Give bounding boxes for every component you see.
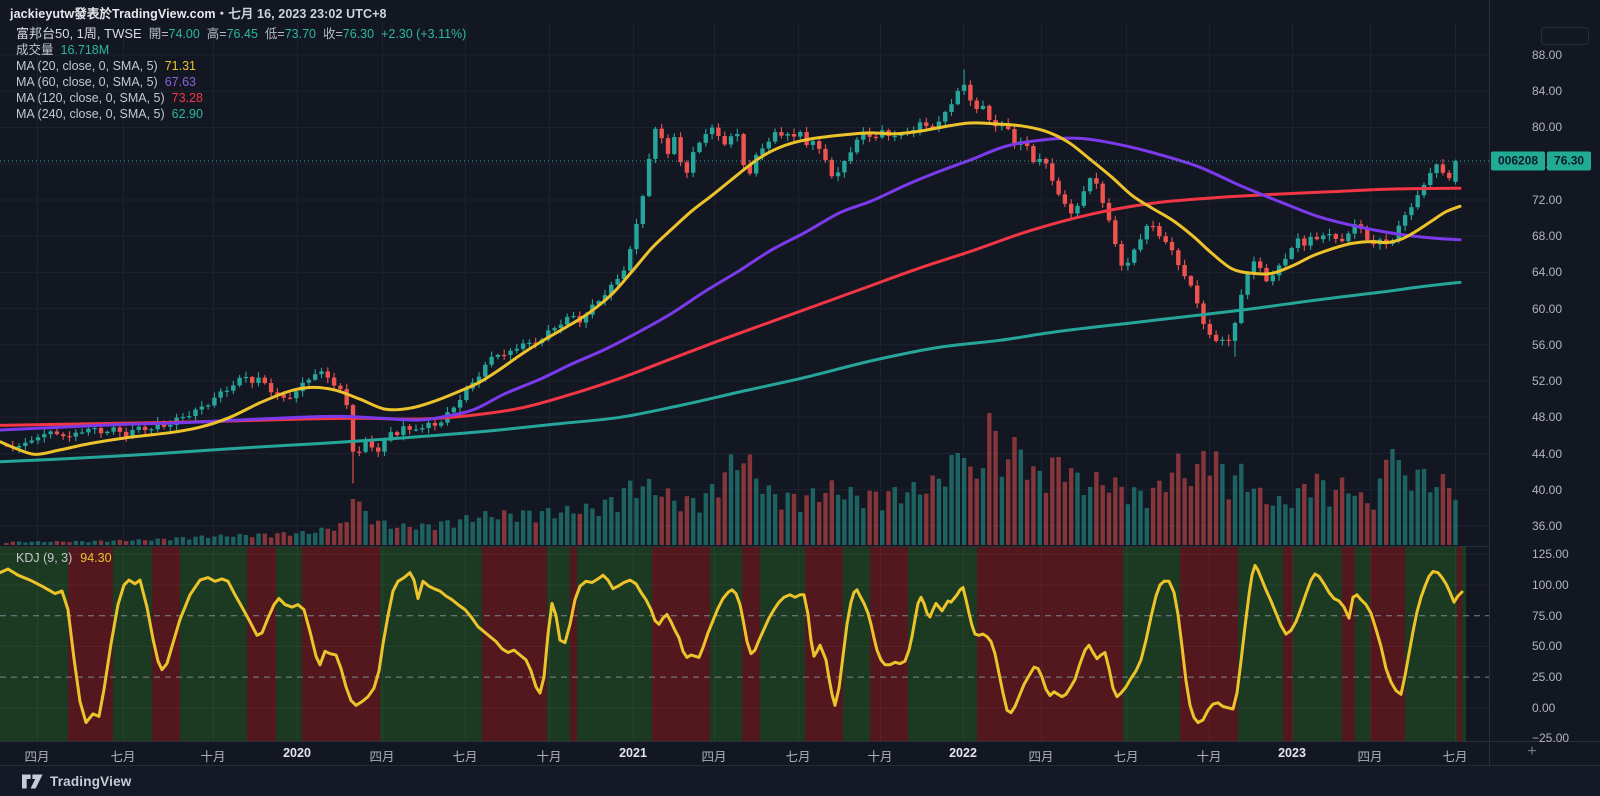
symbol-title: 富邦台50, 1周, TWSE <box>16 26 142 41</box>
ma20-value: 71.31 <box>164 58 196 73</box>
main-legend: 富邦台50, 1周, TWSE 開=74.00 高=76.45 低=73.70 收=76… <box>16 26 466 122</box>
tradingview-brand-text: TradingView <box>50 774 132 789</box>
ma20-row[interactable]: MA (20, close, 0, SMA, 5) 71.31 <box>16 59 466 74</box>
price-tick-label: 80.00 <box>1532 120 1563 135</box>
time-label-month: 七月 <box>785 750 811 764</box>
price-tick-label: 72.00 <box>1532 192 1563 207</box>
price-tick-label: 68.00 <box>1532 229 1563 244</box>
ma60-row[interactable]: MA (60, close, 0, SMA, 5) 67.63 <box>16 75 466 90</box>
time-label-month: 四月 <box>1357 750 1383 764</box>
author-byline: jackieyutw發表於TradingView.com <box>10 7 216 21</box>
price-tick-label: 60.00 <box>1532 301 1563 316</box>
price-tick-label: 48.00 <box>1532 410 1563 425</box>
ma20-label: MA (20, close, 0, SMA, 5) <box>16 58 158 73</box>
kdj-tick-label: 75.00 <box>1532 608 1563 623</box>
price-tick-label: 84.00 <box>1532 84 1563 99</box>
volume-row[interactable]: 成交量 16.718M <box>16 43 466 58</box>
ohlc-change: +2.30 (+3.11%) <box>381 27 467 41</box>
kdj-tick-label: 0.00 <box>1532 700 1556 715</box>
last-price-badge: 006208 76.30 <box>1491 151 1592 171</box>
ma120-line <box>0 186 1462 427</box>
kdj-j-line <box>0 563 1464 724</box>
volume-value: 16.718M <box>60 42 110 57</box>
symbol-row[interactable]: 富邦台50, 1周, TWSE 開=74.00 高=76.45 低=73.70 收=76… <box>16 26 466 42</box>
time-label-month: 十月 <box>1196 750 1222 764</box>
price-tick-label: 52.00 <box>1532 374 1563 389</box>
time-label-month: 十月 <box>200 750 226 764</box>
price-tick-label: 64.00 <box>1532 265 1563 280</box>
tradingview-brand[interactable]: TradingView <box>22 774 131 789</box>
price-tick-label: 56.00 <box>1532 337 1563 352</box>
time-label-year: 2021 <box>619 746 647 760</box>
price-tick-label: 36.00 <box>1532 518 1563 533</box>
header-separator: ・ <box>215 7 229 21</box>
ma20-line <box>0 121 1462 456</box>
time-label-year: 2023 <box>1278 746 1306 760</box>
footer-bar: TradingView <box>0 765 1600 796</box>
time-label-year: 2022 <box>949 746 977 760</box>
ohlc-close: 收=76.30 <box>322 27 375 41</box>
time-label-year: 2020 <box>283 746 311 760</box>
add-alert-plus-icon[interactable]: + <box>1527 743 1537 760</box>
time-label-month: 四月 <box>1028 750 1054 764</box>
ma60-line <box>0 136 1462 432</box>
kdj-label: KDJ (9, 3) <box>16 551 73 565</box>
tradingview-logo-icon <box>22 774 43 789</box>
share-header: jackieyutw發表於TradingView.com・七月 16, 2023… <box>10 3 387 22</box>
volume-label: 成交量 <box>16 42 54 57</box>
ma240-row[interactable]: MA (240, close, 0, SMA, 5) 62.90 <box>16 107 466 122</box>
header-timestamp: 七月 16, 2023 23:02 UTC+8 <box>228 7 387 21</box>
kdj-tick-label: 50.00 <box>1532 639 1563 654</box>
kdj-tick-label: 125.00 <box>1532 547 1569 562</box>
ma120-label: MA (120, close, 0, SMA, 5) <box>16 90 165 105</box>
ma120-row[interactable]: MA (120, close, 0, SMA, 5) 73.28 <box>16 91 466 106</box>
ma120-value: 73.28 <box>171 90 203 105</box>
symbol-code-chip: 006208 <box>1491 151 1546 171</box>
time-label-month: 四月 <box>369 750 395 764</box>
time-label-month: 七月 <box>110 750 136 764</box>
price-tick-label: 44.00 <box>1532 446 1563 461</box>
time-label-month: 七月 <box>1113 750 1139 764</box>
time-label-month: 七月 <box>1442 750 1468 764</box>
price-scale-button[interactable] <box>1541 27 1589 45</box>
ohlc-open: 開=74.00 <box>148 27 200 41</box>
kdj-value: 94.30 <box>80 551 112 565</box>
kdj-tick-label: −25.00 <box>1532 731 1570 746</box>
time-label-month: 十月 <box>536 750 562 764</box>
time-label-month: 七月 <box>452 750 478 764</box>
price-tick-label: 88.00 <box>1532 48 1563 63</box>
volume-series <box>4 413 1458 545</box>
price-tick-label: 40.00 <box>1532 482 1563 497</box>
ohlc-low: 低=73.70 <box>264 27 316 41</box>
ohlc-high: 高=76.45 <box>206 27 258 41</box>
kdj-tick-label: 25.00 <box>1532 670 1563 685</box>
time-label-month: 十月 <box>867 750 893 764</box>
time-label-month: 四月 <box>24 750 50 764</box>
ma60-label: MA (60, close, 0, SMA, 5) <box>16 74 158 89</box>
time-label-month: 四月 <box>701 750 727 764</box>
kdj-legend-row[interactable]: KDJ (9, 3) 94.30 <box>16 551 112 565</box>
kdj-tick-label: 100.00 <box>1532 578 1569 592</box>
ma60-value: 67.63 <box>164 74 196 89</box>
ma240-value: 62.90 <box>171 106 203 121</box>
ma240-line <box>0 280 1462 464</box>
ma240-label: MA (240, close, 0, SMA, 5) <box>16 106 165 121</box>
last-price-chip: 76.30 <box>1547 151 1592 171</box>
